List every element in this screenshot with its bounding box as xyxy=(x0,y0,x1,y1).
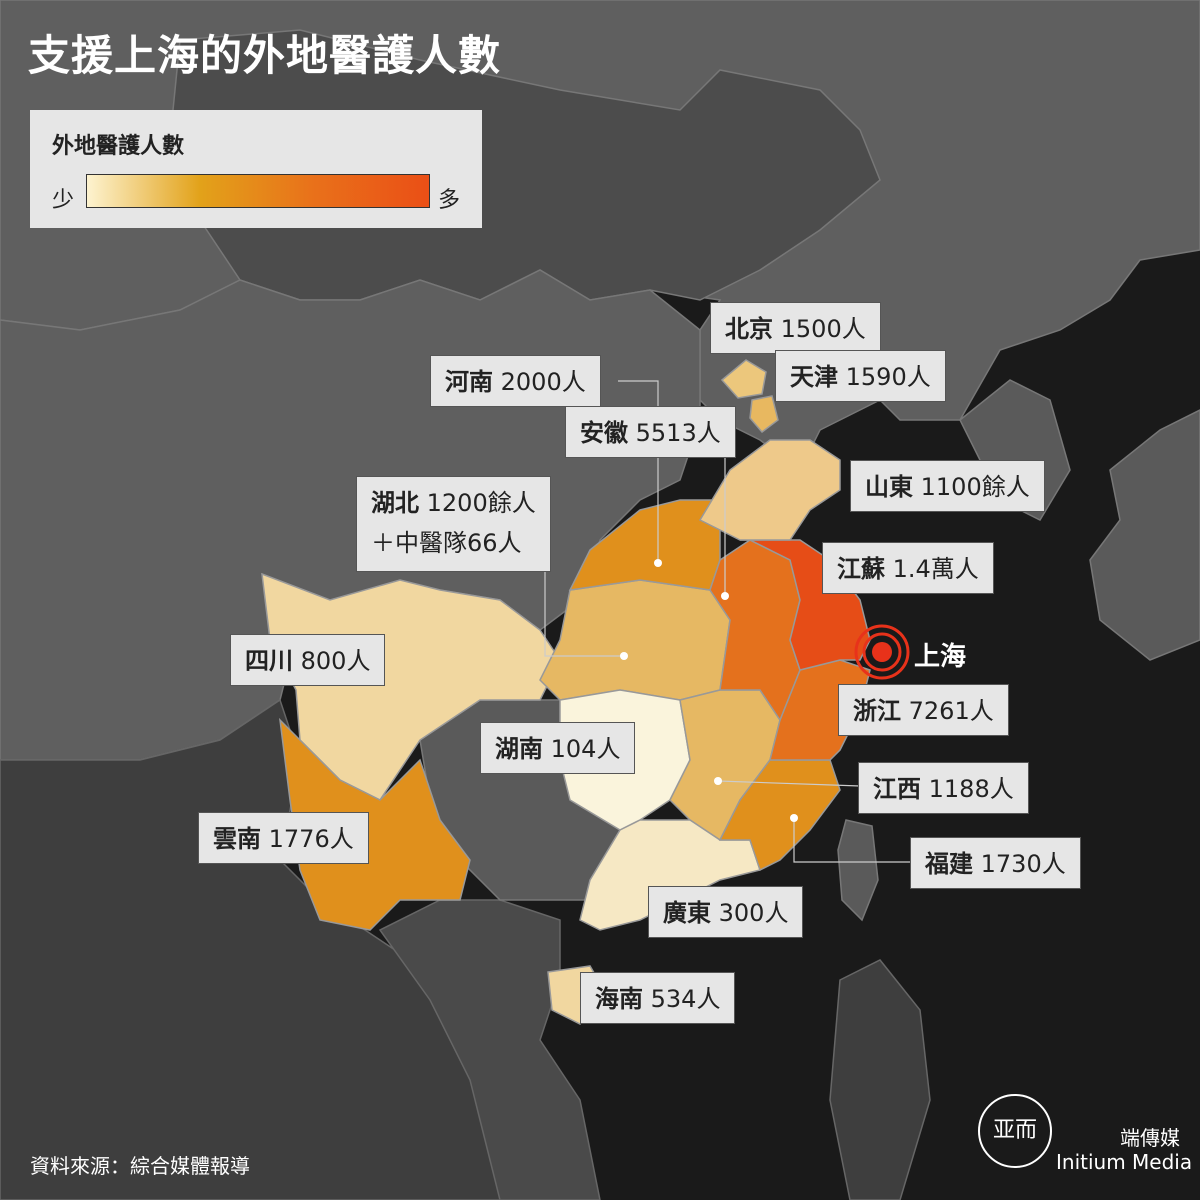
label-count: 2000人 xyxy=(500,368,586,396)
brand-name-en: Initium Media xyxy=(1056,1150,1193,1174)
label-count: 534人 xyxy=(650,985,721,1013)
land-japan xyxy=(1089,409,1200,661)
label-count: 1100餘人 xyxy=(920,473,1030,501)
label-count: 1776人 xyxy=(268,825,354,853)
source-note: 資料來源：綜合媒體報導 xyxy=(30,1154,250,1178)
label-name: 江蘇 xyxy=(837,555,885,583)
page-title: 支援上海的外地醫護人數 xyxy=(28,31,502,80)
legend-max-label: 多 xyxy=(438,188,461,213)
label-name: 湖南 xyxy=(495,735,543,763)
province-shandong xyxy=(698,439,841,541)
label-tianjin: 天津 1590人 xyxy=(775,350,946,402)
label-count: 800人 xyxy=(300,647,371,675)
land-taiwan xyxy=(837,819,879,922)
label-name: 海南 xyxy=(595,985,643,1013)
label-name: 湖北 xyxy=(371,489,419,517)
label-yunnan: 雲南 1776人 xyxy=(198,812,369,864)
label-count: 1.4萬人 xyxy=(892,555,979,583)
label-name: 雲南 xyxy=(213,825,261,853)
connector-dots xyxy=(620,559,798,822)
label-jiangsu: 江蘇 1.4萬人 xyxy=(822,542,994,594)
label-count: 1188人 xyxy=(928,775,1014,803)
label-extra: ＋中醫隊66人 xyxy=(371,529,522,557)
label-count: 1590人 xyxy=(845,363,931,391)
land-philippines xyxy=(829,959,931,1200)
label-name: 河南 xyxy=(445,368,493,396)
label-count: 1200餘人 xyxy=(426,489,536,517)
label-name: 福建 xyxy=(925,850,973,878)
label-name: 浙江 xyxy=(853,697,901,725)
label-count: 300人 xyxy=(718,899,789,927)
label-name: 四川 xyxy=(245,647,293,675)
label-hainan: 海南 534人 xyxy=(580,972,736,1024)
label-count: 7261人 xyxy=(908,697,994,725)
connector-lines xyxy=(544,380,912,863)
label-name: 安徽 xyxy=(580,419,628,447)
province-yunnan xyxy=(278,717,471,931)
label-count: 5513人 xyxy=(635,419,721,447)
legend-title: 外地醫護人數 xyxy=(52,134,185,159)
label-count: 1500人 xyxy=(780,315,866,343)
province-sichuan xyxy=(261,572,561,801)
province-guangdong xyxy=(579,819,761,931)
label-beijing: 北京 1500人 xyxy=(710,302,881,354)
label-shandong: 山東 1100餘人 xyxy=(850,460,1045,512)
land-indochina xyxy=(378,899,601,1200)
label-sichuan: 四川 800人 xyxy=(230,634,386,686)
province-hubei xyxy=(539,579,731,701)
label-name: 江西 xyxy=(873,775,921,803)
initium-logo-icon: 亚而 xyxy=(978,1094,1052,1168)
legend-min-label: 少 xyxy=(52,188,75,213)
label-henan: 河南 2000人 xyxy=(430,355,601,407)
label-name: 天津 xyxy=(790,363,838,391)
label-count: 1730人 xyxy=(980,850,1066,878)
label-hubei: 湖北 1200餘人 ＋中醫隊66人 xyxy=(356,476,551,572)
label-hunan: 湖南 104人 xyxy=(480,722,636,774)
province-tianjin xyxy=(749,395,779,434)
label-guangdong: 廣東 300人 xyxy=(648,886,804,938)
label-count: 104人 xyxy=(550,735,621,763)
brand-name-cn: 端傳媒 xyxy=(1120,1126,1180,1150)
label-zhejiang: 浙江 7261人 xyxy=(838,684,1009,736)
label-jiangxi: 江西 1188人 xyxy=(858,762,1029,814)
legend-gradient-bar xyxy=(86,174,430,208)
shanghai-label: 上海 xyxy=(914,642,967,672)
legend: 外地醫護人數 少 多 xyxy=(30,110,482,228)
province-beijing xyxy=(720,359,767,399)
label-name: 廣東 xyxy=(663,899,711,927)
label-anhui: 安徽 5513人 xyxy=(565,406,736,458)
label-name: 山東 xyxy=(865,473,913,501)
shanghai-marker xyxy=(854,624,910,680)
label-fujian: 福建 1730人 xyxy=(910,837,1081,889)
label-name: 北京 xyxy=(725,315,773,343)
